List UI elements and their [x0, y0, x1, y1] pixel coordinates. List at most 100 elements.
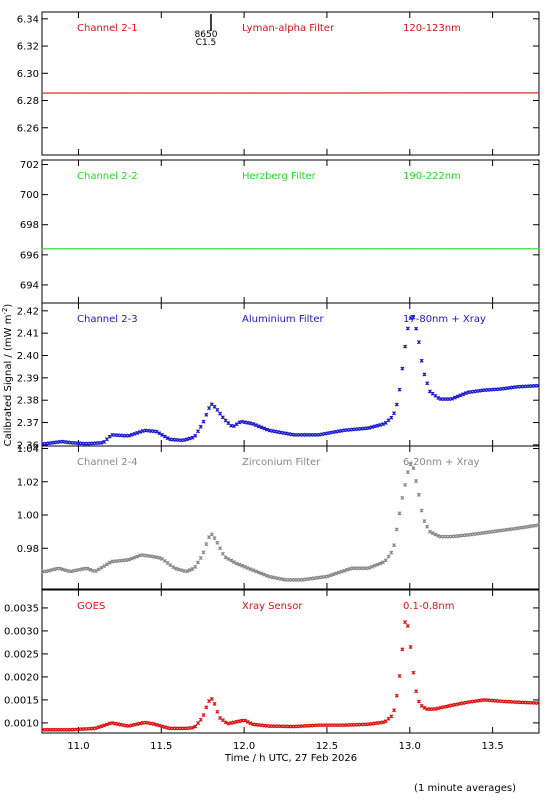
panel-band-label: 6-20nm + Xray	[403, 457, 480, 468]
panel-filter-label: Xray Sensor	[242, 601, 303, 612]
data-point	[102, 723, 107, 728]
data-point	[336, 429, 341, 434]
data-point	[452, 395, 457, 400]
data-point	[334, 429, 339, 434]
data-point	[256, 570, 261, 575]
data-point	[207, 535, 212, 540]
data-point	[154, 429, 159, 434]
data-point	[436, 396, 441, 400]
data-point	[383, 558, 388, 563]
data-point	[408, 645, 413, 650]
data-point	[436, 706, 441, 711]
data-point	[201, 419, 206, 424]
footnote: (1 minute averages)	[414, 783, 516, 794]
data-point	[234, 719, 239, 724]
data-point	[209, 696, 214, 701]
data-point	[218, 546, 223, 551]
data-point	[157, 555, 162, 560]
data-point	[242, 718, 247, 723]
y-tick-label: 2.39	[17, 373, 39, 384]
chart-panels: 6.26 6.28 6.30 6.32 6.34 Channel 2-1 Lyman-alp…	[4, 11, 540, 734]
data-point	[419, 703, 424, 708]
data-point	[334, 571, 339, 576]
data-point	[419, 358, 424, 363]
data-point	[389, 415, 394, 420]
data-point	[267, 574, 272, 579]
data-point	[433, 706, 438, 711]
data-point	[115, 722, 120, 727]
panel-frame	[41, 11, 540, 156]
y-axis-label: Calibrated Signal / (mW m-2)	[1, 304, 14, 447]
data-point	[179, 568, 184, 573]
y-tick-label: 2.42	[17, 306, 39, 317]
y-tick-label: 0.0010	[4, 718, 39, 729]
data-point	[132, 431, 137, 436]
y-tick-label: 6.34	[17, 14, 39, 25]
data-point	[328, 430, 333, 435]
data-point	[193, 564, 198, 569]
panel-5: 0.0010 0.0015 0.0020 0.0025 0.0030 0.0035 GOES…	[4, 589, 540, 734]
data-point	[369, 564, 374, 569]
data-point	[405, 326, 410, 331]
data-point	[99, 724, 104, 729]
data-point	[438, 705, 443, 710]
panel-band-label: 190-222nm	[403, 171, 461, 182]
data-point	[400, 495, 405, 500]
data-point	[375, 562, 380, 567]
y-tick-label: 696	[20, 250, 39, 261]
data-point	[251, 422, 256, 426]
data-point	[367, 565, 372, 570]
data-point	[77, 567, 82, 572]
data-point	[450, 396, 455, 401]
x-tick-label: 12.5	[316, 741, 338, 752]
data-point	[237, 719, 242, 724]
data-point	[218, 411, 223, 416]
data-point	[162, 434, 167, 439]
data-point	[455, 394, 460, 399]
data-point	[403, 482, 408, 487]
data-point	[60, 567, 65, 572]
panel-channel-label: GOES	[77, 601, 105, 612]
data-point	[375, 423, 380, 428]
data-point	[262, 426, 267, 431]
panel-band-label: 17-80nm + Xray	[403, 314, 486, 325]
data-point	[245, 566, 250, 570]
data-point	[107, 434, 112, 439]
data-point	[347, 566, 352, 571]
data-point	[336, 570, 341, 575]
data-point	[71, 568, 76, 573]
data-point	[408, 462, 413, 467]
y-tick-label: 2.37	[17, 418, 39, 429]
data-point	[397, 511, 402, 516]
data-point	[422, 705, 427, 710]
data-point	[245, 719, 250, 724]
data-point	[190, 725, 195, 730]
data-point	[436, 533, 441, 538]
data-point	[121, 723, 126, 728]
data-point	[265, 427, 270, 432]
data-point	[433, 532, 438, 537]
panel-4: 0.98 1.00 1.02 1.04 Channel 2-4 Zirconium Fil…	[17, 444, 540, 590]
data-point	[99, 440, 104, 445]
y-tick-label: 0.0020	[4, 672, 39, 683]
y-tick-label: 6.26	[17, 123, 39, 134]
data-point	[201, 550, 206, 555]
x-tick-label: 11.0	[67, 741, 89, 752]
data-point	[104, 562, 109, 567]
data-point	[126, 557, 131, 562]
data-point	[57, 566, 62, 571]
data-point	[49, 567, 54, 572]
data-point	[124, 558, 129, 563]
data-point	[135, 722, 140, 727]
data-point	[270, 429, 275, 433]
data-point	[342, 568, 347, 573]
data-point	[113, 721, 118, 726]
data-point	[231, 424, 236, 429]
data-point	[104, 722, 109, 727]
data-point	[157, 431, 162, 436]
data-point	[248, 567, 253, 572]
data-point	[411, 466, 416, 471]
data-point	[93, 569, 98, 574]
data-point	[46, 568, 51, 573]
